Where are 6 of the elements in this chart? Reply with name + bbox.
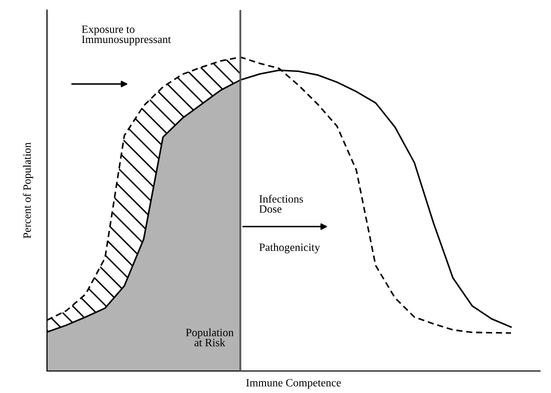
annotation: Pathogenicity <box>259 243 320 254</box>
x-axis-title: Immune Competence <box>246 378 341 389</box>
annotation: Infections Dose <box>259 194 304 213</box>
annotation: Population at Risk <box>186 328 234 346</box>
text: Exposure to Immunosuppressant <box>82 26 171 46</box>
y-axis-title: Percent of Population <box>22 142 34 238</box>
